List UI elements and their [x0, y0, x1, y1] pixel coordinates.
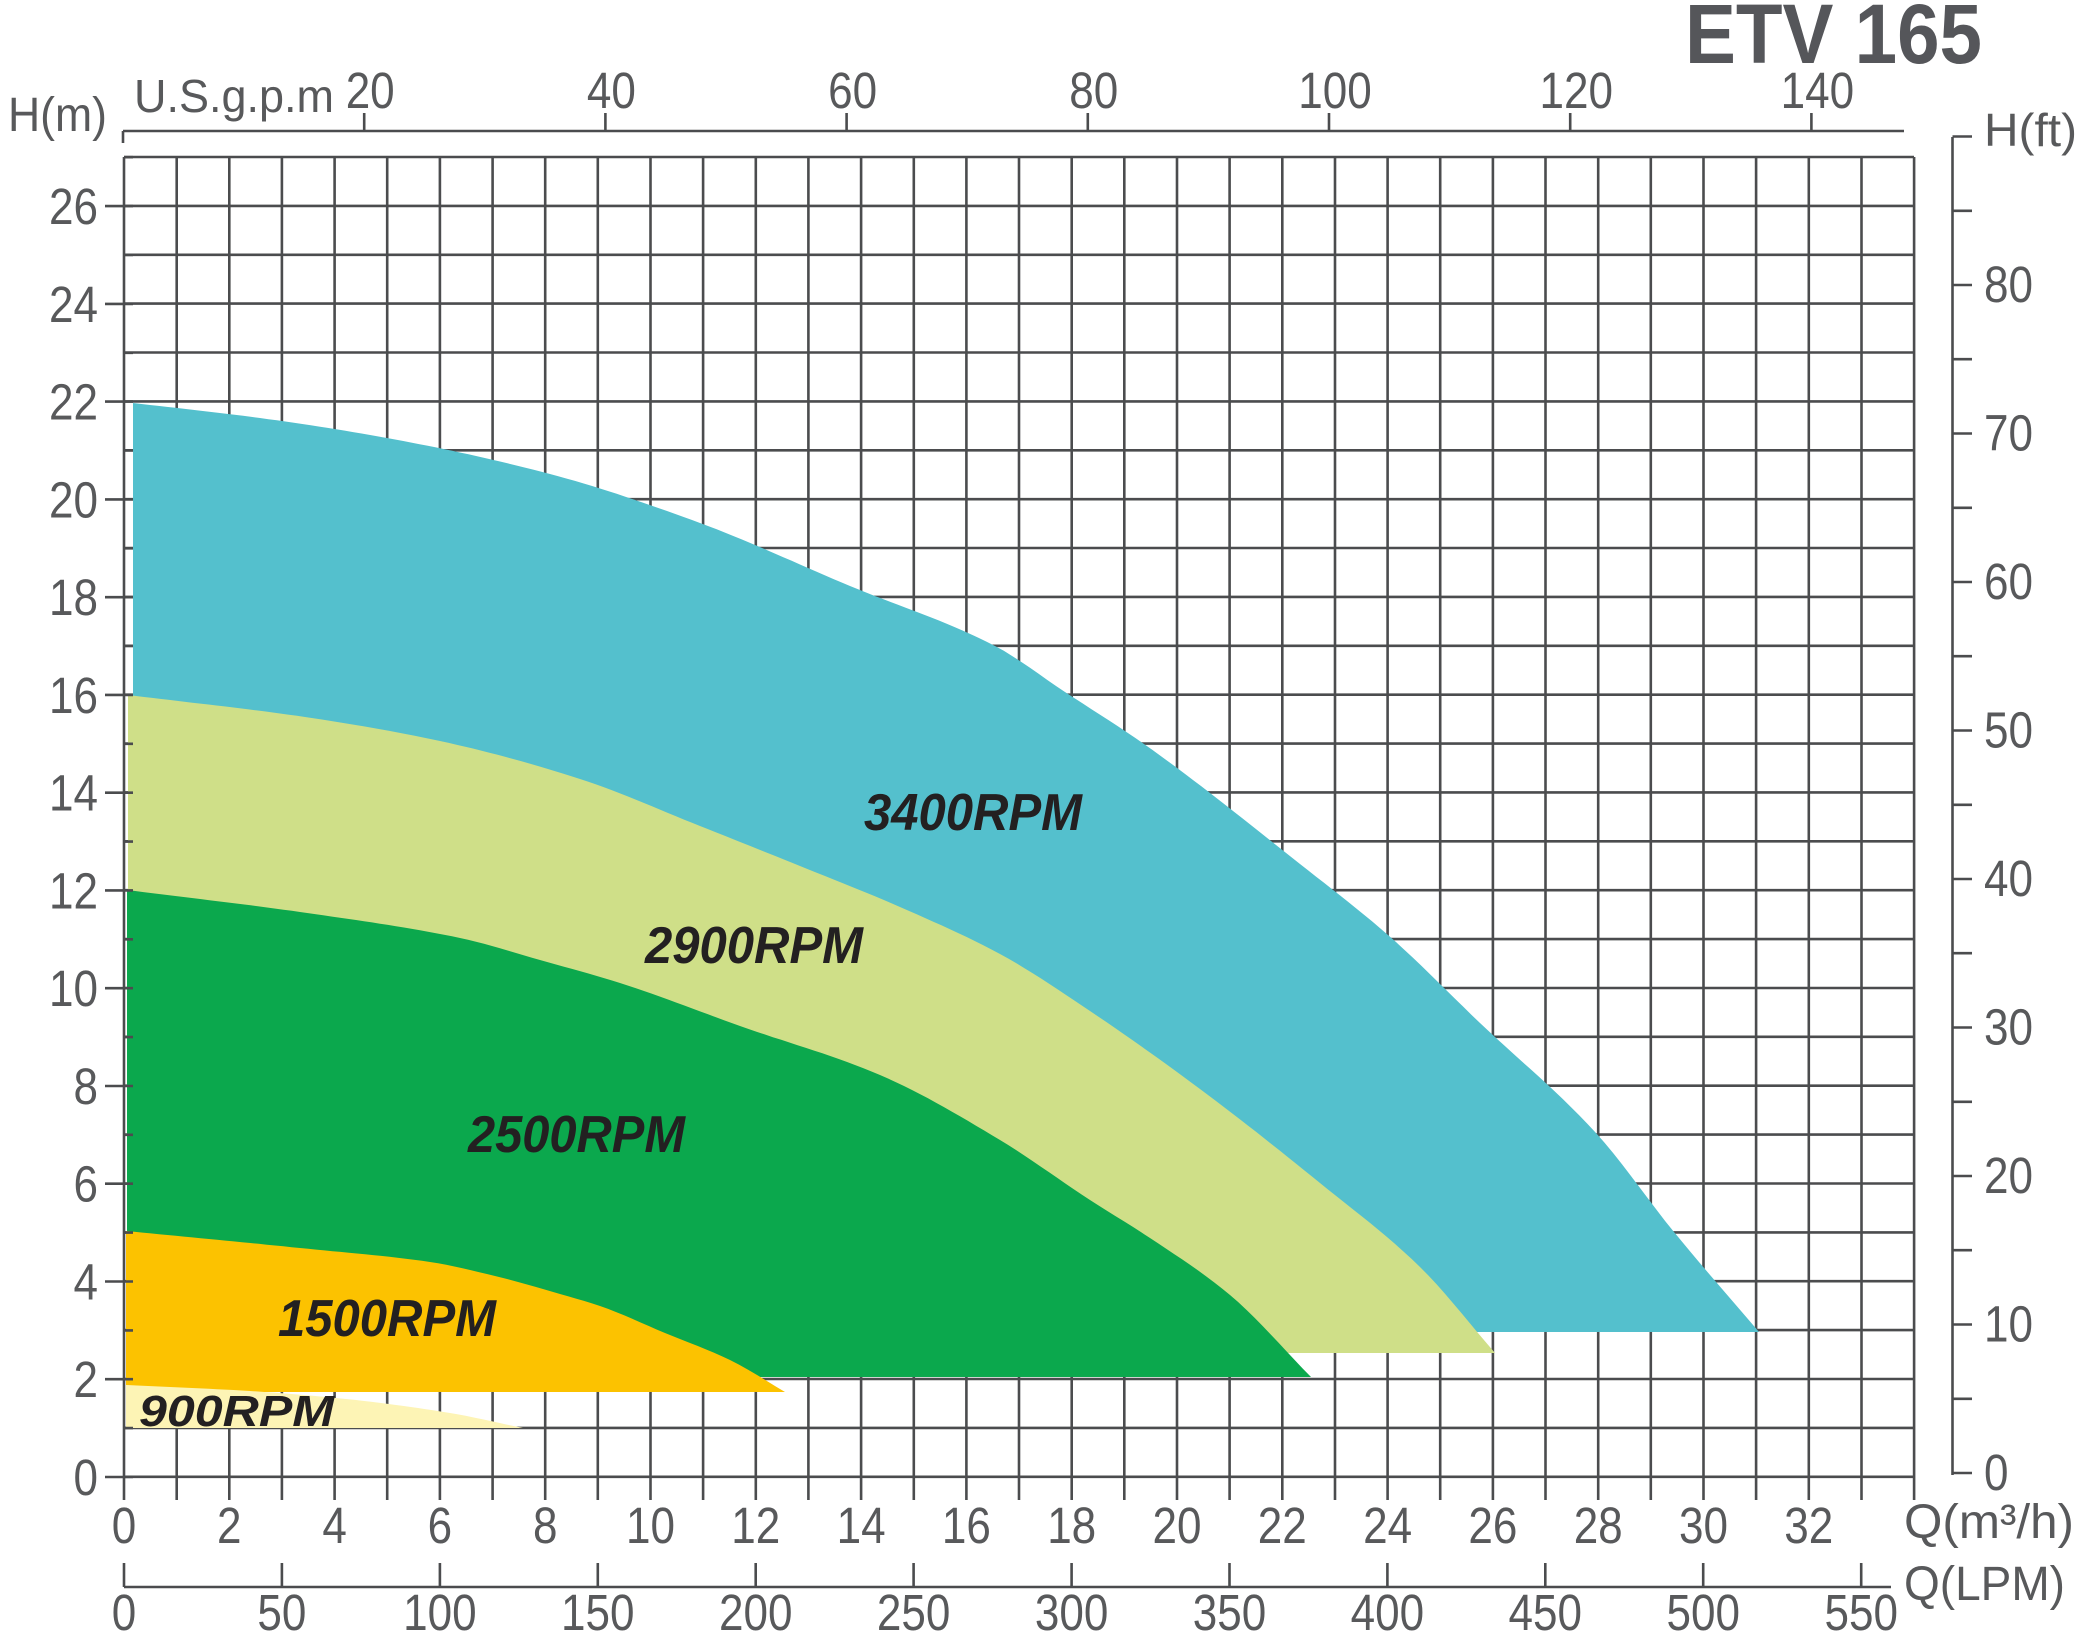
- svg-text:28: 28: [1574, 1497, 1623, 1554]
- svg-text:2900RPM: 2900RPM: [644, 917, 865, 975]
- svg-text:30: 30: [1984, 999, 2033, 1056]
- svg-text:12: 12: [731, 1497, 780, 1554]
- svg-text:550: 550: [1824, 1584, 1898, 1632]
- svg-text:Q(LPM): Q(LPM): [1904, 1558, 2065, 1611]
- svg-text:20: 20: [346, 62, 395, 119]
- svg-text:6: 6: [428, 1497, 453, 1554]
- svg-text:U.S.g.p.m: U.S.g.p.m: [134, 70, 334, 122]
- svg-text:30: 30: [1679, 1497, 1728, 1554]
- svg-text:ETV 165: ETV 165: [1685, 0, 1982, 81]
- svg-text:10: 10: [49, 960, 98, 1017]
- svg-text:0: 0: [74, 1449, 99, 1506]
- svg-text:40: 40: [587, 62, 636, 119]
- svg-text:20: 20: [1153, 1497, 1202, 1554]
- svg-text:12: 12: [49, 862, 98, 919]
- svg-text:500: 500: [1666, 1584, 1740, 1632]
- svg-text:24: 24: [49, 276, 98, 333]
- svg-text:4: 4: [322, 1497, 347, 1554]
- svg-text:Q(m³/h): Q(m³/h): [1904, 1496, 2074, 1549]
- svg-text:18: 18: [49, 569, 98, 626]
- svg-text:22: 22: [49, 374, 98, 431]
- svg-text:H(ft): H(ft): [1984, 104, 2077, 156]
- svg-text:100: 100: [1298, 62, 1372, 119]
- svg-text:70: 70: [1984, 405, 2033, 462]
- svg-text:900RPM: 900RPM: [139, 1387, 336, 1436]
- svg-text:20: 20: [1984, 1147, 2033, 1204]
- svg-text:16: 16: [49, 667, 98, 724]
- svg-text:16: 16: [942, 1497, 991, 1554]
- svg-text:2: 2: [74, 1351, 99, 1408]
- svg-text:22: 22: [1258, 1497, 1307, 1554]
- svg-text:1500RPM: 1500RPM: [278, 1290, 498, 1348]
- svg-text:26: 26: [1468, 1497, 1517, 1554]
- svg-text:80: 80: [1984, 256, 2033, 313]
- svg-text:80: 80: [1069, 62, 1118, 119]
- svg-text:10: 10: [1984, 1296, 2033, 1353]
- svg-text:0: 0: [1984, 1444, 2009, 1501]
- svg-text:200: 200: [719, 1584, 793, 1632]
- svg-text:150: 150: [561, 1584, 635, 1632]
- svg-text:3400RPM: 3400RPM: [864, 784, 1084, 842]
- svg-text:24: 24: [1363, 1497, 1412, 1554]
- svg-text:0: 0: [112, 1584, 137, 1632]
- svg-text:20: 20: [49, 471, 98, 528]
- svg-text:18: 18: [1047, 1497, 1096, 1554]
- svg-text:6: 6: [74, 1156, 99, 1213]
- svg-text:14: 14: [49, 765, 98, 822]
- svg-text:400: 400: [1351, 1584, 1425, 1632]
- svg-text:8: 8: [533, 1497, 558, 1554]
- svg-text:300: 300: [1035, 1584, 1109, 1632]
- svg-text:4: 4: [74, 1254, 99, 1311]
- svg-text:8: 8: [74, 1058, 99, 1115]
- svg-text:50: 50: [257, 1584, 306, 1632]
- svg-text:2: 2: [217, 1497, 242, 1554]
- svg-text:140: 140: [1781, 62, 1855, 119]
- svg-text:10: 10: [626, 1497, 675, 1554]
- svg-text:450: 450: [1509, 1584, 1583, 1632]
- svg-text:14: 14: [837, 1497, 886, 1554]
- svg-text:100: 100: [403, 1584, 477, 1632]
- svg-text:26: 26: [49, 178, 98, 235]
- svg-text:32: 32: [1784, 1497, 1833, 1554]
- svg-text:250: 250: [877, 1584, 951, 1632]
- svg-text:H(m): H(m): [8, 89, 107, 142]
- svg-text:60: 60: [828, 62, 877, 119]
- svg-text:350: 350: [1193, 1584, 1267, 1632]
- svg-text:50: 50: [1984, 702, 2033, 759]
- svg-text:0: 0: [112, 1497, 137, 1554]
- svg-text:2500RPM: 2500RPM: [467, 1106, 687, 1164]
- svg-text:40: 40: [1984, 850, 2033, 907]
- svg-text:60: 60: [1984, 553, 2033, 610]
- svg-text:120: 120: [1539, 62, 1613, 119]
